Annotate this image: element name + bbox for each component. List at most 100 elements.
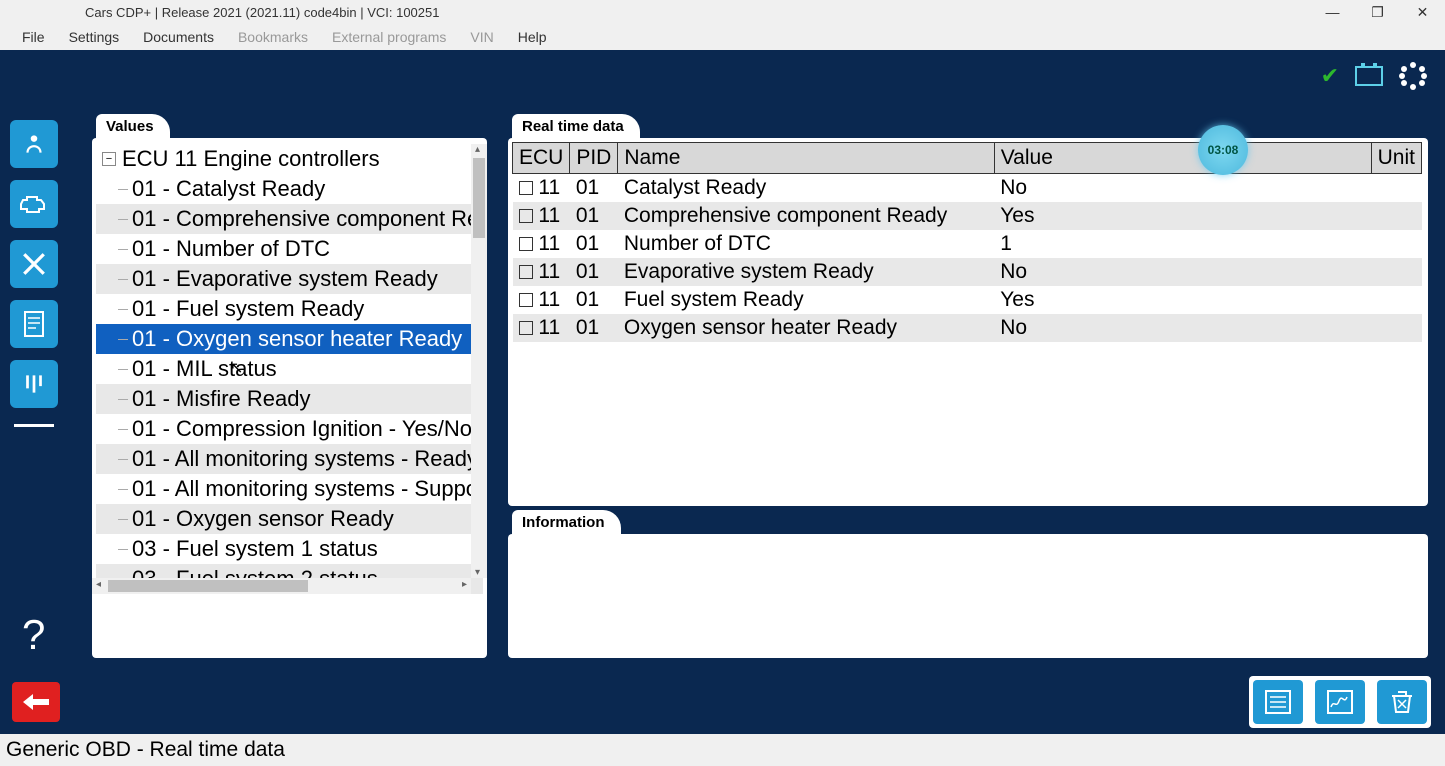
realtime-data-panel: Real time data 03:08 ECU PID Name Value … [508, 138, 1428, 506]
th-ecu[interactable]: ECU [513, 143, 570, 174]
tree-item[interactable]: 03 - Fuel system 1 status [96, 534, 483, 564]
rtdata-panel-title: Real time data [512, 114, 640, 138]
cell-pid: 01 [570, 202, 618, 230]
info-panel-title: Information [512, 510, 621, 534]
cell-name: Oxygen sensor heater Ready [618, 314, 994, 342]
vertical-scrollbar[interactable] [471, 144, 487, 578]
row-checkbox[interactable] [519, 293, 533, 307]
tree-item[interactable]: 04 - Calculated load value [96, 594, 483, 598]
settings-gear-icon[interactable] [1399, 62, 1427, 90]
row-checkbox[interactable] [519, 265, 533, 279]
tree-item[interactable]: 01 - Oxygen sensor Ready [96, 504, 483, 534]
values-panel-title: Values [96, 114, 170, 138]
values-tree: − ECU 11 Engine controllers 01 - Catalys… [92, 138, 487, 598]
cell-name: Number of DTC [618, 230, 994, 258]
statusbar: Generic OBD - Real time data [0, 734, 1445, 766]
cell-unit [1371, 258, 1421, 286]
cell-pid: 01 [570, 314, 618, 342]
close-button[interactable]: ✕ [1400, 0, 1445, 24]
tree-item[interactable]: 01 - Compression Ignition - Yes/No [96, 414, 483, 444]
menu-external[interactable]: External programs [320, 29, 458, 45]
cell-ecu: 11 [513, 174, 570, 203]
tree-item[interactable]: 01 - Evaporative system Ready [96, 264, 483, 294]
cell-name: Fuel system Ready [618, 286, 994, 314]
battery-icon [1355, 66, 1383, 86]
cell-value: Yes [994, 202, 1371, 230]
status-check-icon: ✔ [1321, 63, 1339, 89]
cell-unit [1371, 314, 1421, 342]
cell-name: Comprehensive component Ready [618, 202, 994, 230]
delete-button[interactable] [1377, 680, 1427, 724]
tree-item[interactable]: 01 - Fuel system Ready [96, 294, 483, 324]
table-row[interactable]: 1101Oxygen sensor heater ReadyNo [513, 314, 1422, 342]
tree-item[interactable]: 01 - Comprehensive component Re [96, 204, 483, 234]
table-row[interactable]: 1101Evaporative system ReadyNo [513, 258, 1422, 286]
bottom-toolbar [1249, 676, 1431, 728]
menu-vin[interactable]: VIN [458, 29, 505, 45]
menu-settings[interactable]: Settings [57, 29, 132, 45]
cell-ecu: 11 [513, 230, 570, 258]
row-checkbox[interactable] [519, 209, 533, 223]
main-area: ✔ ? [0, 50, 1445, 734]
sidebar-btn-freeze[interactable] [10, 360, 58, 408]
realtime-table: ECU PID Name Value Unit 1101Catalyst Rea… [512, 142, 1422, 342]
table-row[interactable]: 1101Catalyst ReadyNo [513, 174, 1422, 203]
tree-item[interactable]: 01 - All monitoring systems - Suppo [96, 474, 483, 504]
cell-pid: 01 [570, 174, 618, 203]
th-unit[interactable]: Unit [1371, 143, 1421, 174]
window-title: Cars CDP+ | Release 2021 (2021.11) code4… [85, 5, 439, 20]
menubar: File Settings Documents Bookmarks Extern… [0, 24, 1445, 50]
table-row[interactable]: 1101Number of DTC1 [513, 230, 1422, 258]
table-row[interactable]: 1101Comprehensive component ReadyYes [513, 202, 1422, 230]
back-button[interactable] [12, 682, 60, 722]
minimize-button[interactable]: — [1310, 0, 1355, 24]
cell-unit [1371, 286, 1421, 314]
cell-ecu: 11 [513, 258, 570, 286]
tree-item[interactable]: 01 - Number of DTC [96, 234, 483, 264]
row-checkbox[interactable] [519, 237, 533, 251]
cell-unit [1371, 230, 1421, 258]
cell-pid: 01 [570, 286, 618, 314]
menu-bookmarks[interactable]: Bookmarks [226, 29, 320, 45]
tree-item[interactable]: 01 - Oxygen sensor heater Ready [96, 324, 483, 354]
sidebar-btn-tools[interactable] [10, 240, 58, 288]
tree-item[interactable]: 01 - All monitoring systems - Ready [96, 444, 483, 474]
cell-name: Catalyst Ready [618, 174, 994, 203]
tree-item[interactable]: 01 - MIL status [96, 354, 483, 384]
horizontal-scrollbar[interactable] [92, 578, 471, 594]
sidebar-btn-engine[interactable] [10, 180, 58, 228]
timer-badge: 03:08 [1198, 125, 1248, 175]
statusbar-text: Generic OBD - Real time data [6, 738, 285, 762]
collapse-icon[interactable]: − [102, 152, 116, 166]
tree-root[interactable]: − ECU 11 Engine controllers [96, 144, 483, 174]
menu-help[interactable]: Help [506, 29, 559, 45]
tree-item[interactable]: 01 - Misfire Ready [96, 384, 483, 414]
th-pid[interactable]: PID [570, 143, 618, 174]
sidebar-btn-report[interactable] [10, 300, 58, 348]
list-view-button[interactable] [1253, 680, 1303, 724]
cell-ecu: 11 [513, 314, 570, 342]
cell-unit [1371, 174, 1421, 203]
menu-documents[interactable]: Documents [131, 29, 226, 45]
information-panel: Information [508, 534, 1428, 658]
cell-value: No [994, 314, 1371, 342]
cell-value: No [994, 258, 1371, 286]
tree-item[interactable]: 01 - Catalyst Ready [96, 174, 483, 204]
row-checkbox[interactable] [519, 181, 533, 195]
tree-root-label: ECU 11 Engine controllers [122, 146, 380, 172]
cell-ecu: 11 [513, 286, 570, 314]
sidebar-btn-person[interactable] [10, 120, 58, 168]
maximize-button[interactable]: ❐ [1355, 0, 1400, 24]
sidebar [10, 120, 68, 431]
table-row[interactable]: 1101Fuel system ReadyYes [513, 286, 1422, 314]
cell-value: 1 [994, 230, 1371, 258]
help-button[interactable]: ? [22, 611, 45, 659]
row-checkbox[interactable] [519, 321, 533, 335]
graph-view-button[interactable] [1315, 680, 1365, 724]
th-value[interactable]: Value [994, 143, 1371, 174]
cell-value: No [994, 174, 1371, 203]
cell-pid: 01 [570, 258, 618, 286]
th-name[interactable]: Name [618, 143, 994, 174]
cell-name: Evaporative system Ready [618, 258, 994, 286]
menu-file[interactable]: File [10, 29, 57, 45]
